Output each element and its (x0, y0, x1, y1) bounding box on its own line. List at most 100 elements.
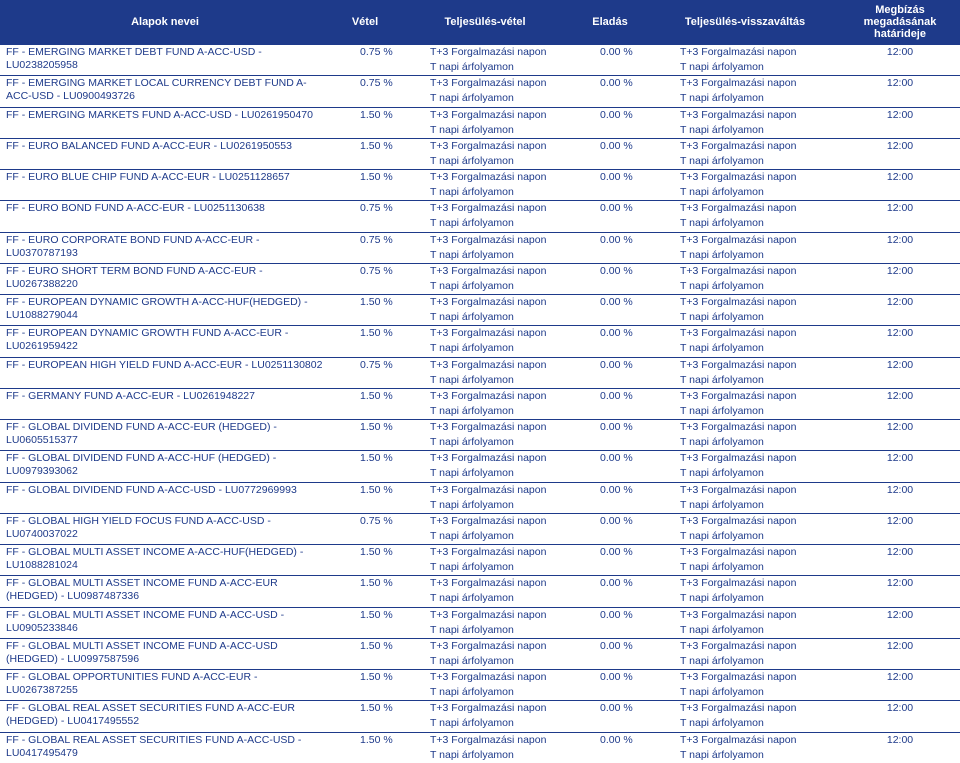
fund-name: FF - GLOBAL REAL ASSET SECURITIES FUND A… (0, 701, 330, 732)
tvv-line2: T napi árfolyamon (650, 248, 840, 264)
vetel-value: 1.50 % (330, 107, 400, 138)
tv-line1: T+3 Forgalmazási napon (400, 326, 570, 342)
tv-line1: T+3 Forgalmazási napon (400, 357, 570, 373)
time-value: 12:00 (840, 451, 960, 482)
tvv-line1: T+3 Forgalmazási napon (650, 607, 840, 623)
eladas-value: 0.00 % (570, 576, 650, 607)
vetel-value: 1.50 % (330, 545, 400, 576)
tv-line1: T+3 Forgalmazási napon (400, 388, 570, 404)
time-value: 12:00 (840, 45, 960, 76)
tvv-line1: T+3 Forgalmazási napon (650, 76, 840, 92)
header-eladas: Eladás (570, 0, 650, 45)
table-row: FF - EMERGING MARKET LOCAL CURRENCY DEBT… (0, 76, 960, 92)
tvv-line1: T+3 Forgalmazási napon (650, 138, 840, 154)
funds-table: Alapok nevei Vétel Teljesülés-vétel Elad… (0, 0, 960, 763)
time-value: 12:00 (840, 357, 960, 388)
tvv-line2: T napi árfolyamon (650, 560, 840, 576)
fund-name: FF - GLOBAL HIGH YIELD FOCUS FUND A-ACC-… (0, 513, 330, 544)
tv-line2: T napi árfolyamon (400, 529, 570, 545)
tv-line2: T napi árfolyamon (400, 279, 570, 295)
table-row: FF - EMERGING MARKETS FUND A-ACC-USD - L… (0, 107, 960, 123)
tvv-line1: T+3 Forgalmazási napon (650, 482, 840, 498)
tvv-line1: T+3 Forgalmazási napon (650, 670, 840, 686)
table-row: FF - GLOBAL DIVIDEND FUND A-ACC-HUF (HED… (0, 451, 960, 467)
time-value: 12:00 (840, 138, 960, 169)
vetel-value: 1.50 % (330, 670, 400, 701)
vetel-value: 1.50 % (330, 482, 400, 513)
tv-line1: T+3 Forgalmazási napon (400, 482, 570, 498)
vetel-value: 1.50 % (330, 326, 400, 357)
table-row: FF - EUROPEAN HIGH YIELD FUND A-ACC-EUR … (0, 357, 960, 373)
table-row: FF - GERMANY FUND A-ACC-EUR - LU02619482… (0, 388, 960, 404)
tv-line1: T+3 Forgalmazási napon (400, 670, 570, 686)
header-tvv: Teljesülés-visszaváltás (650, 0, 840, 45)
tvv-line2: T napi árfolyamon (650, 435, 840, 451)
vetel-value: 0.75 % (330, 357, 400, 388)
eladas-value: 0.00 % (570, 732, 650, 763)
tv-line1: T+3 Forgalmazási napon (400, 45, 570, 61)
table-row: FF - EURO CORPORATE BOND FUND A-ACC-EUR … (0, 232, 960, 248)
tv-line1: T+3 Forgalmazási napon (400, 545, 570, 561)
eladas-value: 0.00 % (570, 138, 650, 169)
fund-name: FF - GLOBAL MULTI ASSET INCOME FUND A-AC… (0, 607, 330, 638)
fund-name: FF - GLOBAL REAL ASSET SECURITIES FUND A… (0, 732, 330, 763)
eladas-value: 0.00 % (570, 232, 650, 263)
eladas-value: 0.00 % (570, 607, 650, 638)
time-value: 12:00 (840, 232, 960, 263)
tvv-line2: T napi árfolyamon (650, 310, 840, 326)
fund-name: FF - EURO CORPORATE BOND FUND A-ACC-EUR … (0, 232, 330, 263)
time-value: 12:00 (840, 263, 960, 294)
tvv-line1: T+3 Forgalmazási napon (650, 107, 840, 123)
tv-line2: T napi árfolyamon (400, 60, 570, 76)
time-value: 12:00 (840, 107, 960, 138)
tv-line2: T napi árfolyamon (400, 404, 570, 420)
tv-line1: T+3 Forgalmazási napon (400, 638, 570, 654)
eladas-value: 0.00 % (570, 170, 650, 201)
header-time: Megbízás megadásának határideje (840, 0, 960, 45)
tvv-line2: T napi árfolyamon (650, 373, 840, 389)
table-row: FF - EUROPEAN DYNAMIC GROWTH A-ACC-HUF(H… (0, 295, 960, 311)
eladas-value: 0.00 % (570, 201, 650, 232)
time-value: 12:00 (840, 545, 960, 576)
time-value: 12:00 (840, 670, 960, 701)
tvv-line1: T+3 Forgalmazási napon (650, 576, 840, 592)
eladas-value: 0.00 % (570, 357, 650, 388)
tv-line2: T napi árfolyamon (400, 248, 570, 264)
tvv-line1: T+3 Forgalmazási napon (650, 638, 840, 654)
vetel-value: 1.50 % (330, 388, 400, 419)
eladas-value: 0.00 % (570, 513, 650, 544)
tv-line2: T napi árfolyamon (400, 716, 570, 732)
tv-line2: T napi árfolyamon (400, 654, 570, 670)
tv-line2: T napi árfolyamon (400, 498, 570, 514)
table-row: FF - EURO BOND FUND A-ACC-EUR - LU025113… (0, 201, 960, 217)
table-row: FF - EURO BALANCED FUND A-ACC-EUR - LU02… (0, 138, 960, 154)
fund-name: FF - EUROPEAN DYNAMIC GROWTH FUND A-ACC-… (0, 326, 330, 357)
tv-line1: T+3 Forgalmazási napon (400, 263, 570, 279)
tvv-line1: T+3 Forgalmazási napon (650, 326, 840, 342)
table-row: FF - EUROPEAN DYNAMIC GROWTH FUND A-ACC-… (0, 326, 960, 342)
eladas-value: 0.00 % (570, 451, 650, 482)
table-row: FF - GLOBAL DIVIDEND FUND A-ACC-USD - LU… (0, 482, 960, 498)
tvv-line1: T+3 Forgalmazási napon (650, 420, 840, 436)
time-value: 12:00 (840, 170, 960, 201)
tv-line2: T napi árfolyamon (400, 748, 570, 763)
time-value: 12:00 (840, 420, 960, 451)
tv-line1: T+3 Forgalmazási napon (400, 607, 570, 623)
tvv-line2: T napi árfolyamon (650, 498, 840, 514)
eladas-value: 0.00 % (570, 326, 650, 357)
header-tv: Teljesülés-vétel (400, 0, 570, 45)
fund-name: FF - EURO SHORT TERM BOND FUND A-ACC-EUR… (0, 263, 330, 294)
time-value: 12:00 (840, 513, 960, 544)
fund-name: FF - GLOBAL MULTI ASSET INCOME FUND A-AC… (0, 638, 330, 669)
tvv-line1: T+3 Forgalmazási napon (650, 545, 840, 561)
tvv-line2: T napi árfolyamon (650, 91, 840, 107)
table-header-row: Alapok nevei Vétel Teljesülés-vétel Elad… (0, 0, 960, 45)
vetel-value: 1.50 % (330, 295, 400, 326)
eladas-value: 0.00 % (570, 263, 650, 294)
table-row: FF - GLOBAL REAL ASSET SECURITIES FUND A… (0, 732, 960, 748)
fund-name: FF - EMERGING MARKET LOCAL CURRENCY DEBT… (0, 76, 330, 107)
fund-name: FF - EMERGING MARKETS FUND A-ACC-USD - L… (0, 107, 330, 138)
vetel-value: 1.50 % (330, 138, 400, 169)
time-value: 12:00 (840, 607, 960, 638)
fund-name: FF - GLOBAL DIVIDEND FUND A-ACC-EUR (HED… (0, 420, 330, 451)
